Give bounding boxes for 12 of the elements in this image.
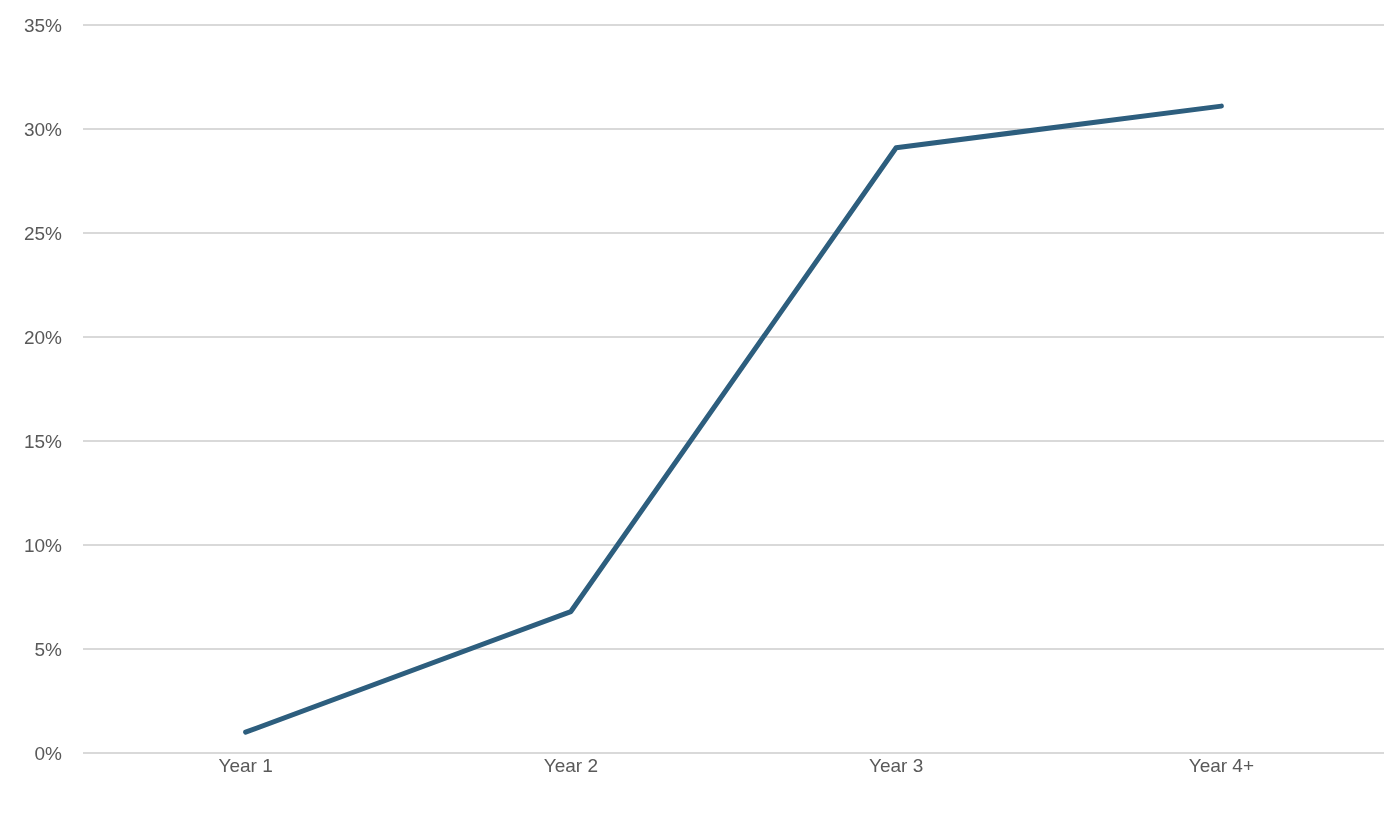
y-tick-label: 5% xyxy=(34,638,63,660)
y-tick-label: 25% xyxy=(23,222,63,244)
y-tick-label: 0% xyxy=(34,742,63,764)
y-tick-label: 30% xyxy=(23,118,63,140)
y-tick-label: 20% xyxy=(23,326,63,348)
y-tick-label: 35% xyxy=(23,14,63,36)
x-tick-label: Year 1 xyxy=(218,755,273,777)
y-tick-label: 10% xyxy=(23,534,63,556)
y-tick-label: 15% xyxy=(23,430,63,452)
x-tick-label: Year 3 xyxy=(869,755,924,777)
x-tick-label: Year 4+ xyxy=(1188,755,1255,777)
x-tick-label: Year 2 xyxy=(543,755,598,777)
